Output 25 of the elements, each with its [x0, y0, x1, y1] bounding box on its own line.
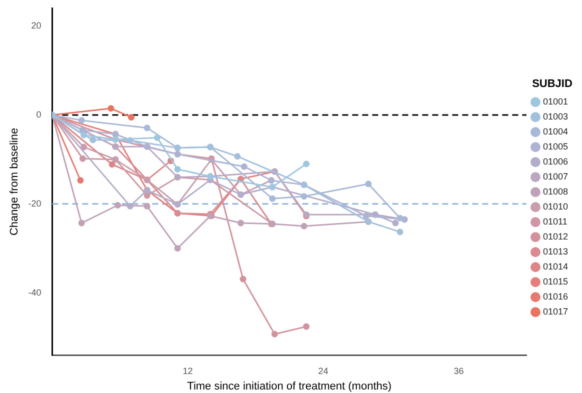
x-axis-title: Time since initiation of treatment (months): [187, 380, 392, 392]
legend-label: 01005: [542, 142, 568, 152]
legend-label: 01015: [542, 276, 568, 287]
legend-label: 01013: [542, 246, 568, 257]
legend-label: 01010: [542, 202, 568, 212]
legend-label: 01006: [542, 156, 568, 167]
legend-label: 01016: [542, 292, 568, 302]
x-tick-label: 12: [182, 366, 193, 376]
legend-label: 01017: [542, 306, 568, 317]
legend-label: 01001: [542, 96, 568, 107]
y-axis-title: Change from baseline: [8, 128, 21, 236]
legend-label: 01008: [542, 186, 568, 197]
legend-label: 01003: [542, 112, 568, 122]
legend-label: 01011: [542, 216, 568, 227]
legend-label: 01007: [542, 172, 568, 182]
y-tick-label: 20: [31, 20, 42, 31]
y-tick-label: -20: [28, 198, 42, 208]
legend-label: 01004: [542, 126, 568, 137]
y-tick-label: -40: [28, 287, 42, 298]
y-tick-label: 0: [36, 110, 42, 120]
legend-title: SUBJID: [532, 78, 572, 90]
legend-label: 01012: [542, 232, 568, 242]
x-tick-label: 24: [318, 366, 328, 376]
legend-label: 01014: [542, 262, 568, 272]
x-tick-label: 36: [454, 366, 464, 376]
